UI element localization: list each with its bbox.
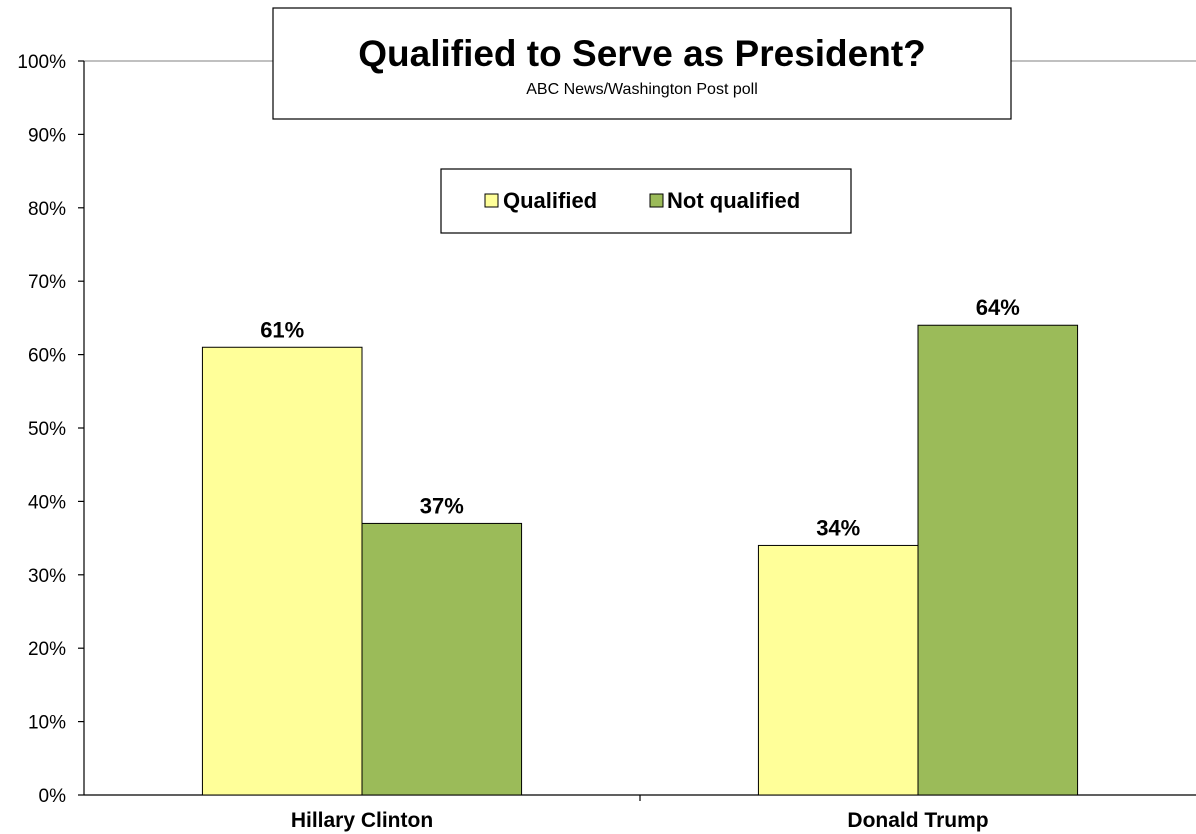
legend-label-qualified: Qualified — [503, 188, 597, 213]
y-tick-label: 0% — [39, 786, 67, 807]
y-tick-label: 90% — [28, 125, 66, 146]
legend-box — [440, 168, 852, 234]
bar — [757, 544, 919, 796]
y-tick-label: 70% — [28, 272, 66, 293]
y-tick-label: 50% — [28, 419, 66, 440]
data-label: 61% — [260, 317, 304, 342]
data-label: 34% — [816, 515, 860, 540]
bars — [201, 324, 1079, 796]
x-axis: Hillary Clinton Donald Trump — [84, 794, 1196, 832]
chart-subtitle: ABC News/Washington Post poll — [526, 81, 758, 98]
data-labels: 61% 37% 34% 64% — [260, 295, 1020, 540]
bar — [201, 346, 363, 796]
y-tick-label: 100% — [17, 52, 66, 73]
chart-title: Qualified to Serve as President? — [358, 33, 926, 74]
y-axis: 0% 10% 20% 30% 40% 50% 60% 70% 80% 90% 100% — [17, 52, 85, 807]
y-tick-label: 60% — [28, 346, 66, 367]
title-box-border — [272, 7, 1012, 120]
data-label: 64% — [976, 295, 1020, 320]
legend-swatch-not-qualified — [649, 193, 664, 208]
legend-swatch-qualified — [484, 193, 499, 208]
x-category-label: Hillary Clinton — [291, 809, 433, 832]
x-category-label: Donald Trump — [847, 809, 988, 832]
y-tick-label: 10% — [28, 713, 66, 734]
y-tick-label: 80% — [28, 199, 66, 220]
y-tick-label: 40% — [28, 492, 66, 513]
y-tick-label: 20% — [28, 639, 66, 660]
title-box: Qualified to Serve as President? ABC New… — [272, 7, 1012, 120]
bar — [917, 324, 1079, 796]
legend-label-not-qualified: Not qualified — [667, 188, 800, 213]
bar — [361, 522, 523, 796]
data-label: 37% — [420, 493, 464, 518]
y-tick-label: 30% — [28, 566, 66, 587]
legend: Qualified Not qualified — [440, 168, 852, 234]
